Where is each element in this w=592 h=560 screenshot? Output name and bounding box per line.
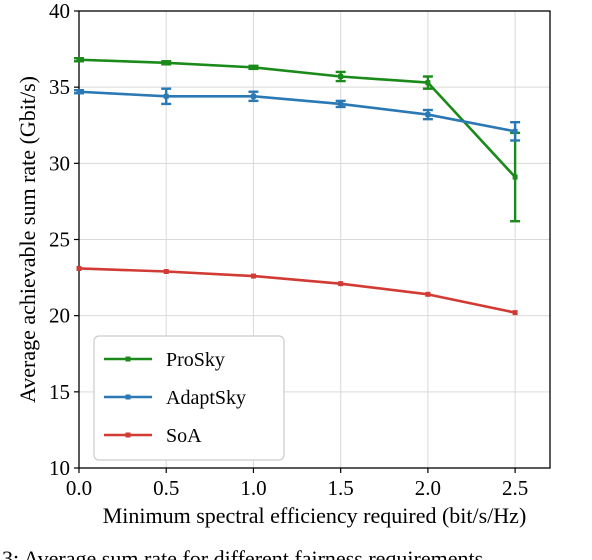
- y-tick-label: 25: [49, 228, 70, 252]
- legend-item-adaptsky: AdaptSky: [104, 387, 246, 409]
- x-tick-label: 2.0: [415, 476, 441, 500]
- data-point: [163, 60, 169, 66]
- series-soa: [76, 265, 518, 316]
- legend-swatch-marker: [125, 394, 131, 400]
- y-tick-label: 10: [49, 456, 70, 480]
- legend-box: [93, 335, 285, 461]
- data-point: [338, 74, 344, 80]
- legend-item-prosky: ProSky: [104, 349, 225, 371]
- data-point: [250, 93, 256, 99]
- data-point: [425, 112, 431, 118]
- data-point: [163, 93, 169, 99]
- series-line: [78, 267, 516, 314]
- x-tick-label: 2.5: [502, 476, 528, 500]
- x-axis-ticks: 0.0 0.5 1.0 1.5 2.0 2.5: [66, 468, 528, 500]
- data-point: [512, 310, 518, 316]
- series-prosky: [74, 57, 521, 223]
- x-tick-label: 1.0: [240, 476, 266, 500]
- series-line: [78, 58, 517, 178]
- y-axis-ticks: 10 15 20 25 30 35 40: [49, 0, 79, 480]
- legend-item-soa: SoA: [104, 425, 202, 447]
- y-tick-label: 40: [49, 0, 70, 23]
- x-tick-label: 1.5: [328, 476, 354, 500]
- y-tick-label: 20: [49, 304, 70, 328]
- legend: ProSky AdaptSky SoA: [93, 335, 285, 461]
- legend-swatch-marker: [125, 432, 131, 438]
- legend-label: SoA: [166, 425, 202, 447]
- data-point: [425, 80, 431, 86]
- data-point: [338, 101, 344, 107]
- data-point: [76, 89, 82, 95]
- legend-swatch-marker: [125, 356, 131, 362]
- series-adaptsky: [74, 87, 521, 142]
- y-tick-label: 15: [49, 380, 70, 404]
- data-point: [512, 174, 518, 180]
- y-tick-label: 35: [49, 75, 70, 99]
- x-tick-label: 0.5: [153, 476, 179, 500]
- x-tick-label: 0.0: [66, 476, 92, 500]
- data-point: [250, 273, 256, 279]
- data-point: [425, 291, 431, 297]
- legend-label: ProSky: [166, 349, 225, 371]
- series-layer: [74, 57, 521, 316]
- y-tick-label: 30: [49, 151, 70, 175]
- series-line: [78, 90, 516, 133]
- data-point: [76, 57, 82, 63]
- figure-caption-fragment: 3: Average sum rate for different fairne…: [2, 546, 483, 560]
- data-point: [250, 64, 256, 70]
- data-point: [76, 265, 82, 271]
- y-axis-title: Average achievable sum rate (Gbit/s): [15, 76, 40, 403]
- legend-label: AdaptSky: [166, 387, 246, 409]
- data-point: [338, 281, 344, 287]
- data-point: [512, 128, 518, 134]
- data-point: [163, 268, 169, 274]
- x-axis-title: Minimum spectral efficiency required (bi…: [103, 503, 527, 528]
